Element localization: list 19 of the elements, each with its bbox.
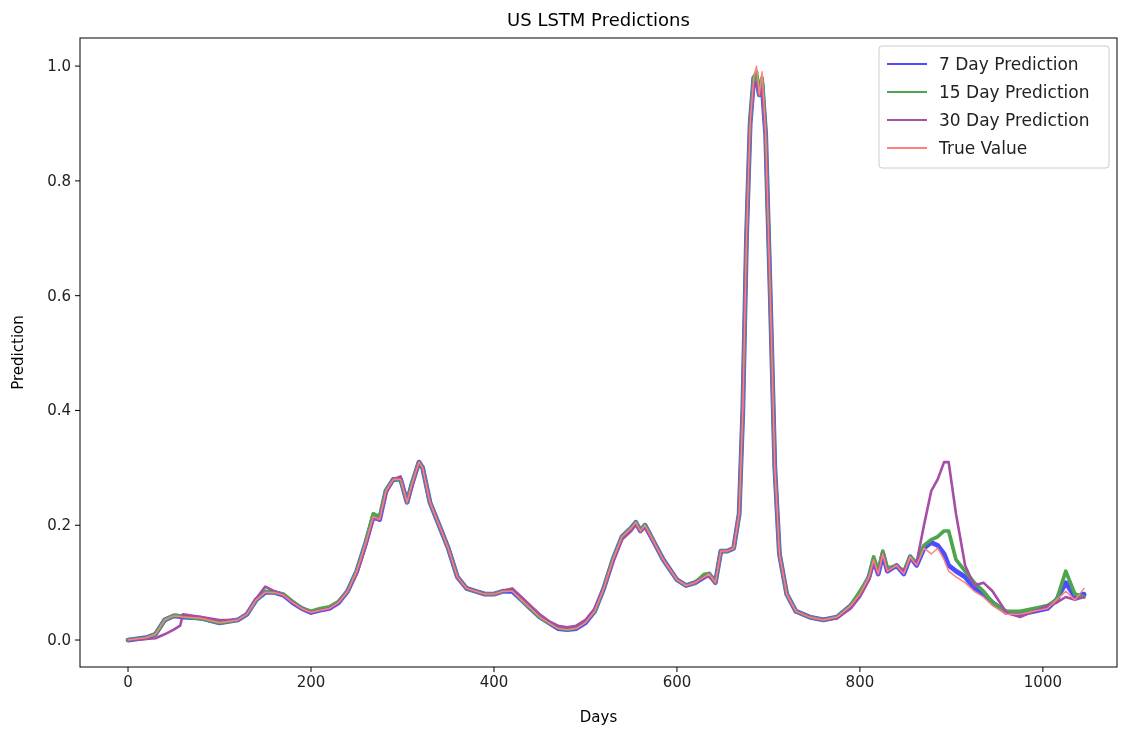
- x-tick-label: 600: [662, 673, 692, 691]
- y-tick-label: 0.4: [47, 401, 71, 420]
- x-tick-label: 800: [845, 673, 875, 691]
- y-tick-label: 0.8: [47, 171, 71, 190]
- x-tick-label: 0: [123, 673, 133, 691]
- y-tick-label: 1.0: [47, 57, 71, 76]
- y-tick-label: 0.0: [47, 631, 71, 650]
- x-tick-label: 400: [479, 673, 509, 691]
- legend-label: 7 Day Prediction: [939, 54, 1079, 74]
- y-axis-title: Prediction: [9, 315, 27, 390]
- chart-title: US LSTM Predictions: [507, 9, 690, 30]
- y-tick-label: 0.6: [47, 286, 71, 305]
- y-tick-label: 0.2: [47, 516, 71, 535]
- legend-label: 15 Day Prediction: [939, 82, 1090, 102]
- legend-label: True Value: [938, 138, 1028, 158]
- x-axis-title: Days: [579, 708, 618, 726]
- x-tick-label: 1000: [1023, 673, 1062, 691]
- legend-label: 30 Day Prediction: [939, 110, 1090, 130]
- x-tick-label: 200: [296, 673, 326, 691]
